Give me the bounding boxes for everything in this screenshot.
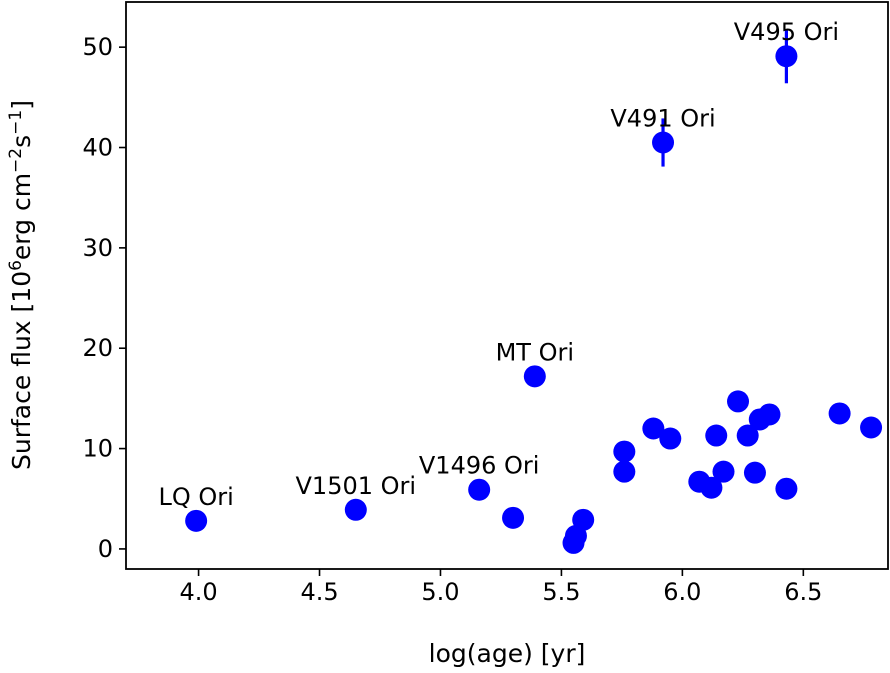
data-point (860, 416, 883, 439)
data-point (712, 460, 735, 483)
x-tick-label: 5.0 (421, 578, 459, 606)
data-point (758, 403, 781, 426)
data-point (502, 506, 525, 529)
y-tick-label: 10 (82, 435, 113, 463)
data-point (572, 508, 595, 531)
data-point (642, 417, 665, 440)
x-axis-label: log(age) [yr] (429, 639, 586, 668)
data-point (705, 424, 728, 447)
y-tick-label: 40 (82, 134, 113, 162)
point-annotation: V1501 Ori (296, 472, 417, 500)
plot-frame (125, 1, 889, 570)
x-tick-label: 6.0 (663, 578, 701, 606)
x-tick-label: 4.5 (300, 578, 338, 606)
y-tick-label: 30 (82, 234, 113, 262)
data-point (468, 478, 491, 501)
data-point (185, 509, 208, 532)
y-tick-label: 20 (82, 334, 113, 362)
y-axis-ticks: 0 10 20 30 40 50 (82, 33, 126, 563)
y-axis-label: Surface flux [106erg cm−2s−1] (6, 100, 36, 470)
data-point (344, 498, 367, 521)
data-point (613, 440, 636, 463)
x-tick-label: 6.5 (784, 578, 822, 606)
data-point (652, 131, 675, 154)
data-point (736, 424, 759, 447)
point-annotation: V1496 Ori (419, 452, 540, 480)
point-annotation: LQ Ori (158, 483, 233, 511)
data-point (700, 476, 723, 499)
point-annotation: MT Ori (496, 338, 574, 366)
x-tick-label: 4.0 (179, 578, 217, 606)
data-point (743, 461, 766, 484)
y-tick-label: 50 (82, 33, 113, 61)
data-point (828, 402, 851, 425)
data-point (727, 390, 750, 413)
point-annotation: V495 Ori (734, 18, 839, 46)
data-points (185, 45, 883, 554)
x-axis-ticks: 4.0 4.5 5.0 5.5 6.0 6.5 (179, 569, 822, 606)
error-bars (661, 29, 789, 167)
data-point (659, 427, 682, 450)
y-tick-label: 0 (98, 535, 113, 563)
x-tick-label: 5.5 (542, 578, 580, 606)
data-point (613, 460, 636, 483)
data-point (775, 45, 798, 68)
point-annotation: V491 Ori (610, 104, 715, 132)
data-point (523, 365, 546, 388)
data-point (775, 477, 798, 500)
